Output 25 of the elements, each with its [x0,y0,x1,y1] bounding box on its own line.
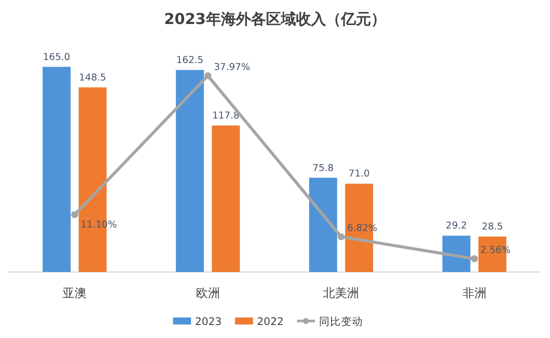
bar [212,126,240,272]
chart-title: 2023年海外各区域收入（亿元） [164,10,386,28]
data-label: 71.0 [348,168,370,180]
data-label: 28.5 [482,222,503,233]
x-tick-label: 非洲 [462,286,486,300]
bar [176,70,204,272]
legend-label: 2023 [195,316,222,328]
point [470,255,478,262]
point [338,233,345,240]
data-label: 162.5 [176,54,204,66]
bar [442,236,470,272]
data-label: 165.0 [43,52,70,63]
x-tick-label: 北美洲 [323,286,360,300]
x-tick-label: 欧洲 [196,286,220,300]
data-label: 29.2 [446,220,467,232]
x-tick-label: 亚澳 [62,286,87,300]
point [204,72,212,80]
data-label: 75.8 [312,162,334,174]
data-label: 148.5 [79,72,106,84]
legend-label: 2022 [257,316,284,328]
point [71,211,78,218]
legend-label: 同比变动 [319,315,363,328]
data-label: 37.97% [214,62,250,73]
bar [42,66,71,272]
bar [309,178,338,272]
